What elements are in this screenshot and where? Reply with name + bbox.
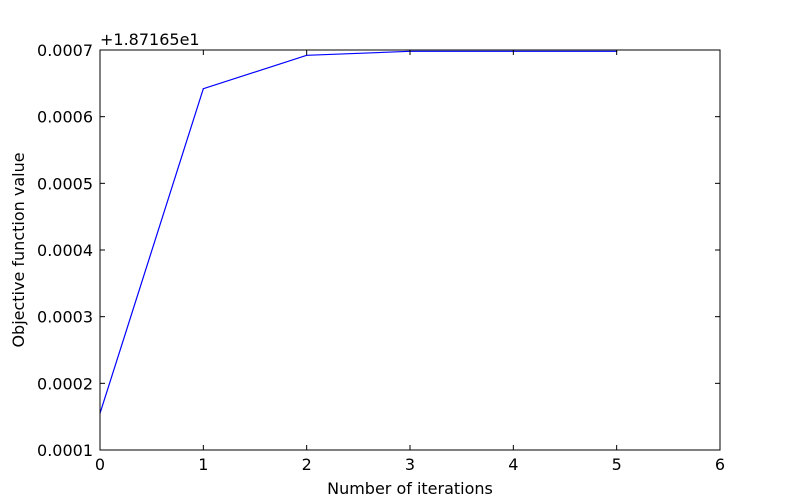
y-tick-label: 0.0004 <box>37 241 93 260</box>
y-axis-label: Objective function value <box>9 152 28 347</box>
y-tick-label: 0.0001 <box>37 441 93 460</box>
x-tick-label: 1 <box>198 455 208 474</box>
x-axis-label: Number of iterations <box>327 479 493 498</box>
y-tick-label: 0.0002 <box>37 374 93 393</box>
x-tick-label: 5 <box>612 455 622 474</box>
x-tick-label: 6 <box>715 455 725 474</box>
x-tick-label: 3 <box>405 455 415 474</box>
y-tick-label: 0.0005 <box>37 174 93 193</box>
tick-layer: 0 1 2 3 4 5 6 0.0001 0.0002 0.0003 0.0004 0.0005 0.0… <box>37 41 725 474</box>
x-tick-label: 2 <box>302 455 312 474</box>
y-tick-label: 0.0007 <box>37 41 93 60</box>
offset-label: +1.87165e1 <box>100 30 200 49</box>
series-line-0 <box>99 50 617 414</box>
y-tick-label: 0.0006 <box>37 108 93 127</box>
y-tick-label: 0.0003 <box>37 308 93 327</box>
x-tick-label: 0 <box>95 455 105 474</box>
data-point <box>306 54 308 56</box>
x-tick-label: 4 <box>508 455 518 474</box>
plot-frame <box>99 49 721 451</box>
series-layer <box>99 50 618 414</box>
data-point <box>202 88 204 90</box>
